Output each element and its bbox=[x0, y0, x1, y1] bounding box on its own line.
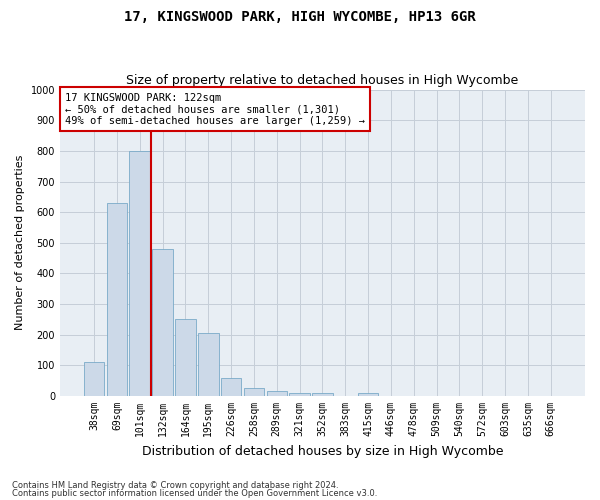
Text: Contains HM Land Registry data © Crown copyright and database right 2024.: Contains HM Land Registry data © Crown c… bbox=[12, 481, 338, 490]
Bar bbox=[266, 391, 287, 396]
Text: 17, KINGSWOOD PARK, HIGH WYCOMBE, HP13 6GR: 17, KINGSWOOD PARK, HIGH WYCOMBE, HP13 6… bbox=[124, 10, 476, 24]
Bar bbox=[175, 320, 196, 396]
Bar bbox=[198, 333, 218, 396]
Bar bbox=[221, 378, 241, 396]
Bar bbox=[358, 393, 379, 396]
X-axis label: Distribution of detached houses by size in High Wycombe: Distribution of detached houses by size … bbox=[142, 444, 503, 458]
Bar bbox=[152, 249, 173, 396]
Bar bbox=[130, 151, 150, 396]
Title: Size of property relative to detached houses in High Wycombe: Size of property relative to detached ho… bbox=[127, 74, 518, 87]
Bar bbox=[84, 362, 104, 396]
Bar bbox=[107, 203, 127, 396]
Text: 17 KINGSWOOD PARK: 122sqm
← 50% of detached houses are smaller (1,301)
49% of se: 17 KINGSWOOD PARK: 122sqm ← 50% of detac… bbox=[65, 92, 365, 126]
Text: Contains public sector information licensed under the Open Government Licence v3: Contains public sector information licen… bbox=[12, 488, 377, 498]
Y-axis label: Number of detached properties: Number of detached properties bbox=[15, 155, 25, 330]
Bar bbox=[312, 393, 333, 396]
Bar bbox=[289, 393, 310, 396]
Bar bbox=[244, 388, 264, 396]
